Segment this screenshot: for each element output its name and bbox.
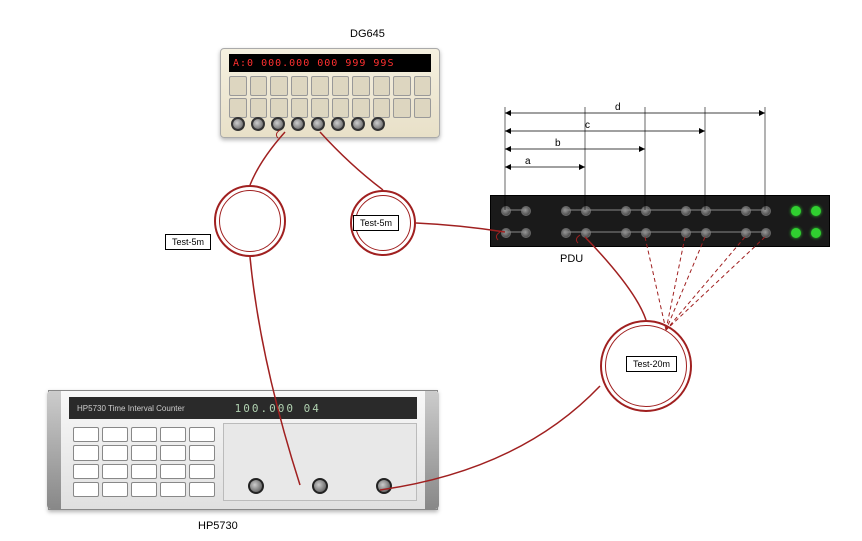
cable-coil-test5m-left (214, 185, 286, 257)
hp5730-keypad (69, 423, 219, 501)
pdu-port-bot-3 (581, 228, 591, 238)
hp5730-key-16 (102, 482, 128, 497)
hp5730-key-6 (102, 445, 128, 460)
pdu-port-bot-6 (681, 228, 691, 238)
hp5730-key-9 (189, 445, 215, 460)
hp5730-key-14 (189, 464, 215, 479)
pdu-port-bot-4 (621, 228, 631, 238)
pdu-port-top-4 (621, 206, 631, 216)
hp5730-bnc-0 (248, 478, 264, 494)
hp5730-key-10 (73, 464, 99, 479)
pdu-port-top-9 (761, 206, 771, 216)
hp5730-key-3 (160, 427, 186, 442)
dg645-bnc-1 (251, 117, 265, 131)
dg645-bnc-row (231, 115, 429, 133)
hp5730-key-12 (131, 464, 157, 479)
pdu-port-top-1 (521, 206, 531, 216)
hp5730-readout: 100.000 04 (235, 402, 321, 415)
cable-label-test20m: Test-20m (626, 356, 677, 372)
pdu-led-top-1 (811, 206, 821, 216)
dg645-bnc-5 (331, 117, 345, 131)
pdu-title: PDU (560, 253, 583, 265)
pdu-unit (490, 195, 830, 247)
hp5730-key-13 (160, 464, 186, 479)
svg-text:c: c (585, 120, 590, 131)
dg645-title: DG645 (350, 28, 385, 40)
pdu-port-top-3 (581, 206, 591, 216)
pdu-port-bot-2 (561, 228, 571, 238)
hp5730-topbar: HP5730 Time Interval Counter 100.000 04 (69, 397, 417, 419)
pdu-led-bot-1 (811, 228, 821, 238)
hp5730-key-0 (73, 427, 99, 442)
pdu-port-bot-8 (741, 228, 751, 238)
hp5730-key-5 (73, 445, 99, 460)
pdu-port-top-2 (561, 206, 571, 216)
hp5730-key-15 (73, 482, 99, 497)
hp5730-handle-left (47, 391, 61, 509)
hp5730-key-2 (131, 427, 157, 442)
hp5730-key-11 (102, 464, 128, 479)
svg-text:d: d (615, 102, 621, 113)
cable-label-test5m-right: Test-5m (353, 215, 399, 231)
hp5730-title: HP5730 (198, 520, 238, 532)
dg645-instrument: A:0 000.000 000 999 99S (220, 48, 440, 138)
hp5730-midsec (223, 423, 417, 501)
hp5730-bnc-2 (376, 478, 392, 494)
hp5730-key-19 (189, 482, 215, 497)
pdu-led-bot-0 (791, 228, 801, 238)
pdu-led-top-0 (791, 206, 801, 216)
dg645-bnc-2 (271, 117, 285, 131)
dg645-bnc-0 (231, 117, 245, 131)
dg645-bnc-4 (311, 117, 325, 131)
dg645-button-row-1 (229, 76, 431, 96)
dg645-bnc-3 (291, 117, 305, 131)
dg645-display: A:0 000.000 000 999 99S (229, 54, 431, 72)
svg-text:b: b (555, 138, 561, 149)
hp5730-key-8 (160, 445, 186, 460)
pdu-port-top-5 (641, 206, 651, 216)
hp5730-key-4 (189, 427, 215, 442)
hp5730-key-1 (102, 427, 128, 442)
pdu-port-bot-5 (641, 228, 651, 238)
dg645-bnc-7 (371, 117, 385, 131)
pdu-port-top-6 (681, 206, 691, 216)
pdu-port-top-0 (501, 206, 511, 216)
hp5730-handle-right (425, 391, 439, 509)
dg645-bnc-6 (351, 117, 365, 131)
pdu-port-bot-0 (501, 228, 511, 238)
pdu-port-top-7 (701, 206, 711, 216)
hp5730-panel-name: HP5730 Time Interval Counter (77, 404, 185, 413)
hp5730-bnc-1 (312, 478, 328, 494)
pdu-port-bot-9 (761, 228, 771, 238)
hp5730-panel (69, 423, 417, 501)
hp5730-key-18 (160, 482, 186, 497)
hp5730-instrument: HP5730 Time Interval Counter 100.000 04 (48, 390, 438, 510)
hp5730-key-7 (131, 445, 157, 460)
pdu-port-top-8 (741, 206, 751, 216)
hp5730-key-17 (131, 482, 157, 497)
svg-text:a: a (525, 156, 531, 167)
cable-label-test5m-left: Test-5m (165, 234, 211, 250)
pdu-port-bot-7 (701, 228, 711, 238)
pdu-port-bot-1 (521, 228, 531, 238)
